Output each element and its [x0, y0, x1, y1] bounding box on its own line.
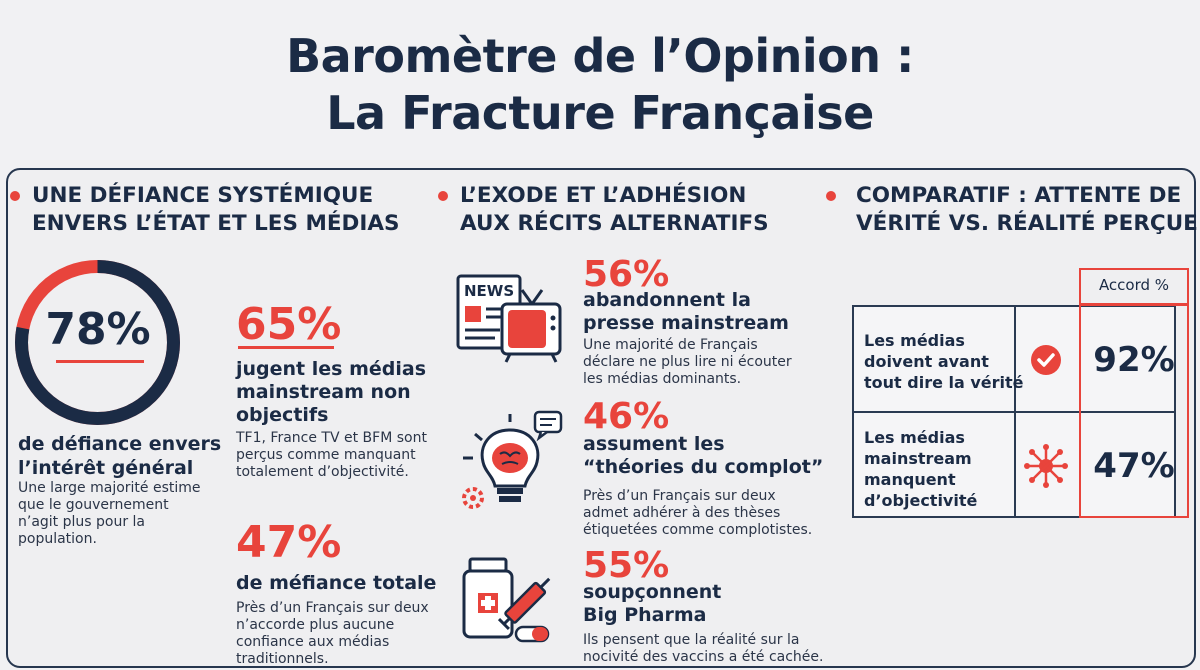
page-title: Baromètre de l’Opinion : La Fracture Fra…	[0, 28, 1200, 142]
donut-underline	[56, 360, 144, 363]
heading-bullet-icon	[826, 191, 836, 201]
accord-column-header: Accord %	[1098, 276, 1170, 294]
stat-56-description: Une majorité de Français déclare ne plus…	[583, 337, 792, 387]
stat-46-description: Près d’un Français sur deux admet adhére…	[583, 488, 813, 538]
stat-55-description: Ils pensent que la réalité sur la nocivi…	[583, 632, 824, 665]
col3-heading: COMPARATIF : ATTENTE DE VÉRITÉ VS. RÉALI…	[826, 182, 1198, 238]
stat-55-value: 55%	[583, 545, 670, 586]
svg-text:NEWS: NEWS	[464, 282, 514, 300]
title-line-1: Baromètre de l’Opinion :	[286, 29, 914, 83]
defiance-donut-chart	[15, 260, 180, 425]
row2-label: Les médias mainstream manquent d’objecti…	[864, 428, 978, 510]
col1-heading: UNE DÉFIANCE SYSTÉMIQUE ENVERS L’ÉTAT ET…	[10, 182, 400, 238]
stat-47-label: de méfiance totale	[236, 572, 437, 594]
brain-bulb-icon	[462, 410, 563, 509]
donut-label: de défiance envers l’intérêt général	[18, 433, 222, 479]
row2-value: 47%	[1093, 446, 1175, 486]
donut-value: 78%	[45, 304, 151, 355]
table-divider-horizontal	[852, 411, 1176, 413]
stat-46-label: assument les “théories du complot”	[583, 433, 824, 478]
stat-47-value: 47%	[236, 517, 342, 568]
row1-label: Les médias doivent avant tout dire la vé…	[864, 331, 1024, 392]
heading-bullet-icon	[10, 191, 20, 201]
donut-description: Une large majorité estime que le gouvern…	[18, 480, 201, 547]
heading-bullet-icon	[438, 191, 448, 201]
col2-heading: L’EXODE ET L’ADHÉSION AUX RÉCITS ALTERNA…	[438, 182, 769, 238]
stat-65-value: 65%	[236, 299, 342, 350]
accord-column-highlight	[1079, 268, 1189, 518]
stat-65-underline	[238, 346, 334, 349]
stat-56-label: abandonnent la presse mainstream	[583, 289, 789, 334]
stat-55-label: soupçonnent Big Pharma	[583, 581, 722, 626]
pharma-syringe-icon	[462, 557, 551, 643]
donut-value-arc	[15, 260, 180, 425]
stat-46-value: 46%	[583, 396, 670, 437]
news-tv-icon: NEWS	[456, 274, 562, 363]
stat-65-description: TF1, France TV et BFM sont perçus comme …	[236, 430, 427, 480]
stat-65-label: jugent les médias mainstream non objecti…	[236, 358, 426, 426]
row1-value: 92%	[1093, 340, 1175, 380]
network-burst-icon	[1024, 444, 1068, 488]
stat-56-value: 56%	[583, 254, 670, 295]
check-circle-icon	[1031, 345, 1061, 375]
accord-header-divider	[1079, 303, 1189, 306]
stat-47-description: Près d’un Français sur deux n’accorde pl…	[236, 600, 429, 667]
title-line-2: La Fracture Française	[326, 86, 874, 140]
